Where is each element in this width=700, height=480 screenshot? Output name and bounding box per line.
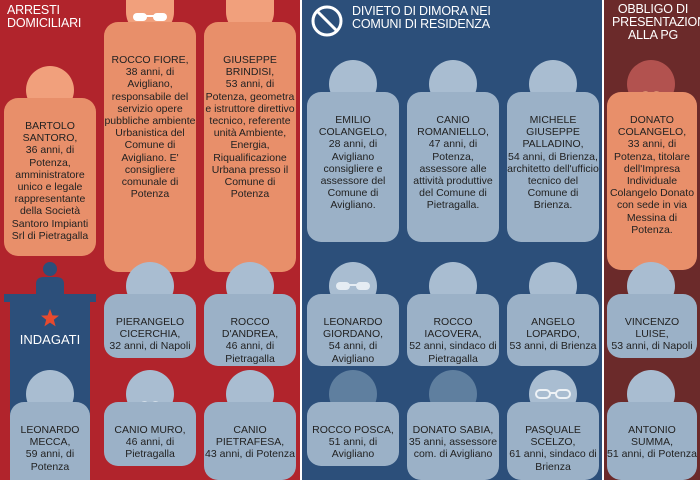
person-card: ROCCO IACOVERA, 52 anni, sindaco di Piet… [407, 294, 499, 366]
person-name: CANIO MURO, [114, 424, 186, 436]
star-icon [41, 309, 59, 327]
person-description: 53 anni, di Potenza, geometra e istrutto… [205, 78, 295, 201]
ban-icon [311, 5, 343, 37]
person-card: PIERANGELO CICERCHIA, 32 anni, di Napoli [104, 294, 196, 358]
person-description: 46 anni, di Pietragalla [125, 436, 175, 461]
glasses-icon [535, 389, 571, 399]
indagati-label: INDAGATI [19, 332, 81, 347]
person-card: ANGELO LOPARDO, 53 anni, di Brienza [507, 294, 599, 366]
person-name: CANIO PIETRAFESA, [215, 424, 285, 449]
sunglasses-icon [133, 13, 167, 21]
person-card: CANIO PIETRAFESA, 43 anni, di Potenza [204, 402, 296, 480]
speaker-icon [36, 262, 64, 294]
person-card: EMILIO COLANGELO, 28 anni, di Avigliano … [307, 92, 399, 242]
person-description: 59 anni, di Potenza [25, 448, 75, 473]
person-description: 32 anni, di Napoli [109, 340, 191, 353]
podium-body: INDAGATI [10, 302, 90, 350]
person-card: CANIO MURO, 46 anni, di Pietragalla [104, 402, 196, 466]
person-name: ROCCO IACOVERA, [424, 316, 482, 341]
person-name: VINCENZO LUISE, [624, 316, 680, 341]
person-description: 35 anni, assessore com. di Avigliano [408, 436, 498, 461]
person-description: 36 anni, di Potenza, amministratore unic… [11, 144, 89, 242]
person-card: ROCCO POSCA, 51 anni, di Avigliano [307, 402, 399, 466]
person-name: BARTOLO SANTORO, [22, 120, 78, 145]
person-description: 53 anni, di Brienza [509, 340, 597, 353]
person-description: 53 anni, di Napoli [611, 340, 693, 353]
person-name: ANGELO LOPARDO, [526, 316, 580, 341]
glasses-icon [336, 282, 370, 290]
person-description: 46 anni, di Pietragalla [225, 340, 275, 365]
person-card: DONATO COLANGELO, 33 anni, di Potenza, t… [607, 92, 697, 270]
person-description: 51 anni, di Potenza [607, 448, 697, 461]
person-card: CANIO ROMANIELLO, 47 anni, di Potenza, a… [407, 92, 499, 242]
person-name: DONATO SABIA, [412, 424, 494, 436]
podium-top [4, 294, 96, 302]
person-name: MICHELE GIUSEPPE PALLADINO, [522, 114, 584, 151]
person-name: LEONARDO GIORDANO, [322, 316, 384, 341]
person-name: CANIO ROMANIELLO, [417, 114, 489, 139]
person-card: GIUSEPPE BRINDISI, 53 anni, di Potenza, … [204, 22, 296, 272]
person-card: MICHELE GIUSEPPE PALLADINO, 54 anni, di … [507, 92, 599, 242]
section-divieto-title: DIVIETO DI DIMORA NEI COMUNI DI RESIDENZ… [352, 4, 491, 31]
person-description: 47 anni, di Potenza, assessore alle atti… [413, 138, 493, 212]
person-name: EMILIO COLANGELO, [318, 114, 388, 139]
person-description: 28 anni, di Avigliano consigliere e asse… [320, 138, 386, 212]
person-card: LEONARDO GIORDANO, 54 anni, di Avigliano [307, 294, 399, 366]
person-name: LEONARDO MECCA, [20, 424, 80, 449]
person-name: ROCCO FIORE, [111, 54, 189, 66]
person-description: 54 anni, di Avigliano [328, 340, 378, 365]
person-card: ANTONIO SUMMA, 51 anni, di Potenza [607, 402, 697, 480]
person-name: ANTONIO SUMMA, [628, 424, 676, 449]
person-name: DONATO COLANGELO, [617, 114, 687, 139]
person-description: 38 anni, di Avigliano, responsabile del … [104, 66, 196, 201]
section-obbligo-title: OBBLIGO DI PRESENTAZIONE ALLA PG [612, 2, 700, 42]
person-name: PASQUALE SCELZO, [525, 424, 581, 449]
person-description: 61 anni, sindaco di Brienza [509, 448, 597, 473]
podium: INDAGATI [4, 258, 96, 350]
person-name: GIUSEPPE BRINDISI, [223, 54, 277, 79]
person-description: 54 anni, di Brienza, architetto dell'uff… [507, 150, 599, 212]
person-description: 52 anni, sindaco di Pietragalla [409, 340, 497, 365]
person-card: PASQUALE SCELZO, 61 anni, sindaco di Bri… [507, 402, 599, 480]
person-card: DONATO SABIA, 35 anni, assessore com. di… [407, 402, 499, 480]
person-card: ROCCO D'ANDREA, 46 anni, di Pietragalla [204, 294, 296, 366]
person-description: 51 anni, di Avigliano [328, 436, 378, 461]
person-description: 43 anni, di Potenza [205, 448, 295, 461]
person-name: ROCCO D'ANDREA, [221, 316, 279, 341]
person-description: 33 anni, di Potenza, titolare dell'Impre… [609, 138, 695, 236]
person-card: ROCCO FIORE, 38 anni, di Avigliano, resp… [104, 22, 196, 272]
person-name: ROCCO POSCA, [312, 424, 394, 436]
person-name: PIERANGELO CICERCHIA, [115, 316, 185, 341]
section-arresti-title: ARRESTI DOMICILIARI [7, 3, 82, 30]
person-card: LEONARDO MECCA, 59 anni, di Potenza [10, 402, 90, 480]
person-card: VINCENZO LUISE, 53 anni, di Napoli [607, 294, 697, 358]
person-card: BARTOLO SANTORO, 36 anni, di Potenza, am… [4, 98, 96, 256]
